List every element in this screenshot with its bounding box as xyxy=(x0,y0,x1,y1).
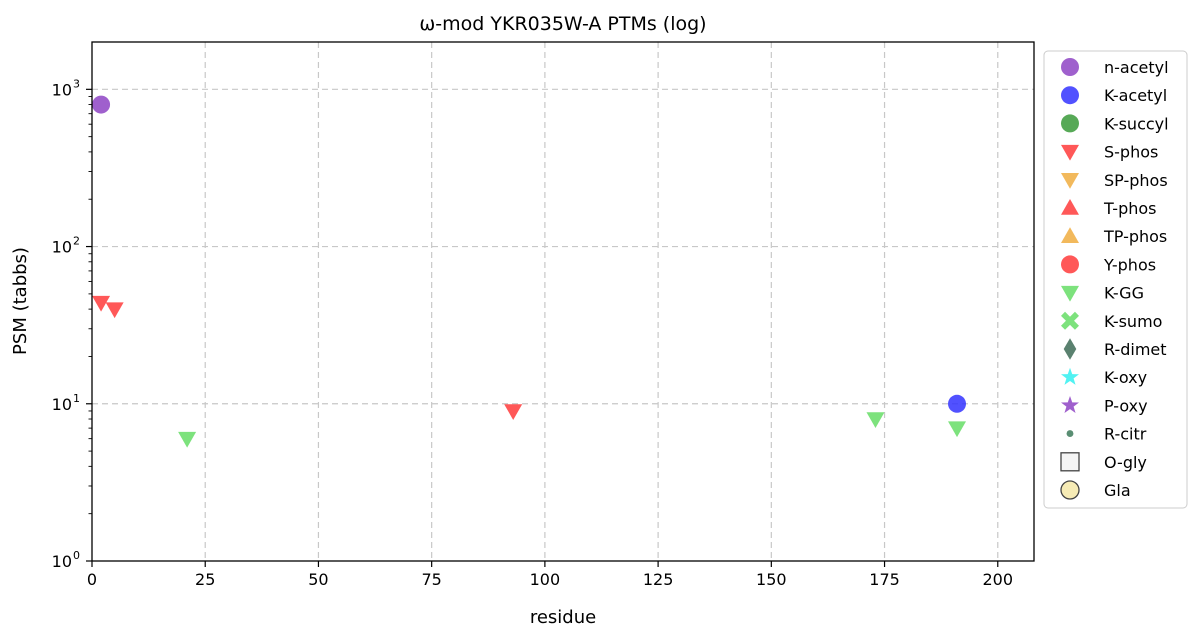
legend-marker-k-gg xyxy=(1061,285,1079,302)
legend-item: K-succyl xyxy=(1061,114,1169,133)
legend-label: K-sumo xyxy=(1104,312,1162,331)
x-tick-label: 175 xyxy=(869,570,900,589)
legend-label: R-dimet xyxy=(1104,340,1167,359)
legend-marker-tp-phos xyxy=(1061,227,1079,243)
x-tick-label: 200 xyxy=(982,570,1013,589)
x-axis-label: residue xyxy=(530,607,596,628)
data-point-k-gg xyxy=(178,431,197,448)
legend-marker-sp-phos xyxy=(1061,173,1079,189)
legend-item: SP-phos xyxy=(1061,171,1168,190)
y-tick-exponent: 2 xyxy=(73,235,80,248)
legend-label: K-succyl xyxy=(1104,114,1169,133)
legend-item: P-oxy xyxy=(1061,395,1148,415)
y-tick-label: 10 xyxy=(52,238,72,257)
x-tick-label: 150 xyxy=(756,570,787,589)
legend-item: TP-phos xyxy=(1061,227,1167,246)
x-tick-label: 25 xyxy=(195,570,215,589)
legend-marker-k-oxy xyxy=(1061,367,1079,385)
legend-item: Y-phos xyxy=(1061,255,1156,274)
legend: n-acetyl K-acetyl K-succyl S-phos SP-phos T-p… xyxy=(1043,50,1188,509)
chart-title: ω-mod YKR035W-A PTMs (log) xyxy=(419,13,706,35)
legend-label: S-phos xyxy=(1104,143,1158,162)
legend-marker-r-citr xyxy=(1066,430,1074,438)
legend-label: O-gly xyxy=(1104,453,1147,472)
legend-item: R-dimet xyxy=(1063,338,1167,360)
legend-marker-p-oxy xyxy=(1061,395,1079,414)
legend-item: T-phos xyxy=(1061,199,1157,218)
legend-label: T-phos xyxy=(1103,199,1157,218)
data-points xyxy=(92,95,967,448)
legend-marker-k-acetyl xyxy=(1061,86,1079,105)
data-point-k-gg xyxy=(948,421,967,438)
y-tick-exponent: 3 xyxy=(73,77,80,90)
legend-marker-t-phos xyxy=(1061,199,1079,215)
y-tick-label: 10 xyxy=(52,552,72,571)
y-tick-label: 10 xyxy=(52,80,72,99)
legend-marker-s-phos xyxy=(1061,144,1079,161)
data-point-s-phos xyxy=(105,302,124,319)
legend-item: K-acetyl xyxy=(1061,86,1167,105)
legend-label: TP-phos xyxy=(1103,227,1167,246)
legend-label: K-oxy xyxy=(1104,368,1147,387)
x-tick-label: 0 xyxy=(87,570,97,589)
legend-label: n-acetyl xyxy=(1104,58,1169,77)
legend-marker-k-succyl xyxy=(1061,114,1079,133)
y-axis-label: PSM (tabbs) xyxy=(10,247,31,355)
legend-item: K-GG xyxy=(1061,284,1144,303)
legend-label: P-oxy xyxy=(1104,396,1148,415)
y-tick-exponent: 1 xyxy=(73,392,80,405)
legend-item: S-phos xyxy=(1061,143,1158,162)
legend-marker-o-gly xyxy=(1060,452,1080,472)
legend-label: SP-phos xyxy=(1104,171,1168,190)
legend-label: R-citr xyxy=(1104,425,1147,444)
y-tick-label: 10 xyxy=(52,395,72,414)
grid xyxy=(92,42,1034,561)
data-point-s-phos xyxy=(504,404,523,420)
legend-item: K-sumo xyxy=(1061,311,1162,331)
legend-item: O-gly xyxy=(1060,452,1147,472)
legend-item: R-citr xyxy=(1066,425,1147,444)
legend-marker-k-sumo xyxy=(1061,311,1079,330)
legend-item: Gla xyxy=(1060,480,1131,500)
legend-box xyxy=(1043,50,1188,509)
legend-marker-y-phos xyxy=(1061,255,1079,274)
x-tick-label: 100 xyxy=(530,570,561,589)
legend-item: n-acetyl xyxy=(1061,58,1169,77)
legend-label: Gla xyxy=(1104,481,1131,500)
plot-frame xyxy=(91,41,1035,562)
data-point-n-acetyl xyxy=(92,95,111,114)
x-tick-label: 125 xyxy=(643,570,674,589)
legend-marker-r-dimet xyxy=(1063,338,1077,360)
legend-item: K-oxy xyxy=(1061,367,1147,387)
x-tick-label: 75 xyxy=(421,570,441,589)
x-tick-label: 50 xyxy=(308,570,328,589)
legend-label: K-GG xyxy=(1104,284,1144,303)
data-point-k-acetyl xyxy=(948,394,967,413)
legend-label: K-acetyl xyxy=(1104,86,1167,105)
legend-marker-gla xyxy=(1060,480,1080,500)
data-point-k-gg xyxy=(866,412,885,429)
data-point-s-phos xyxy=(92,295,111,312)
legend-label: Y-phos xyxy=(1103,255,1156,274)
y-tick-exponent: 0 xyxy=(73,549,80,562)
legend-marker-n-acetyl xyxy=(1061,58,1079,76)
